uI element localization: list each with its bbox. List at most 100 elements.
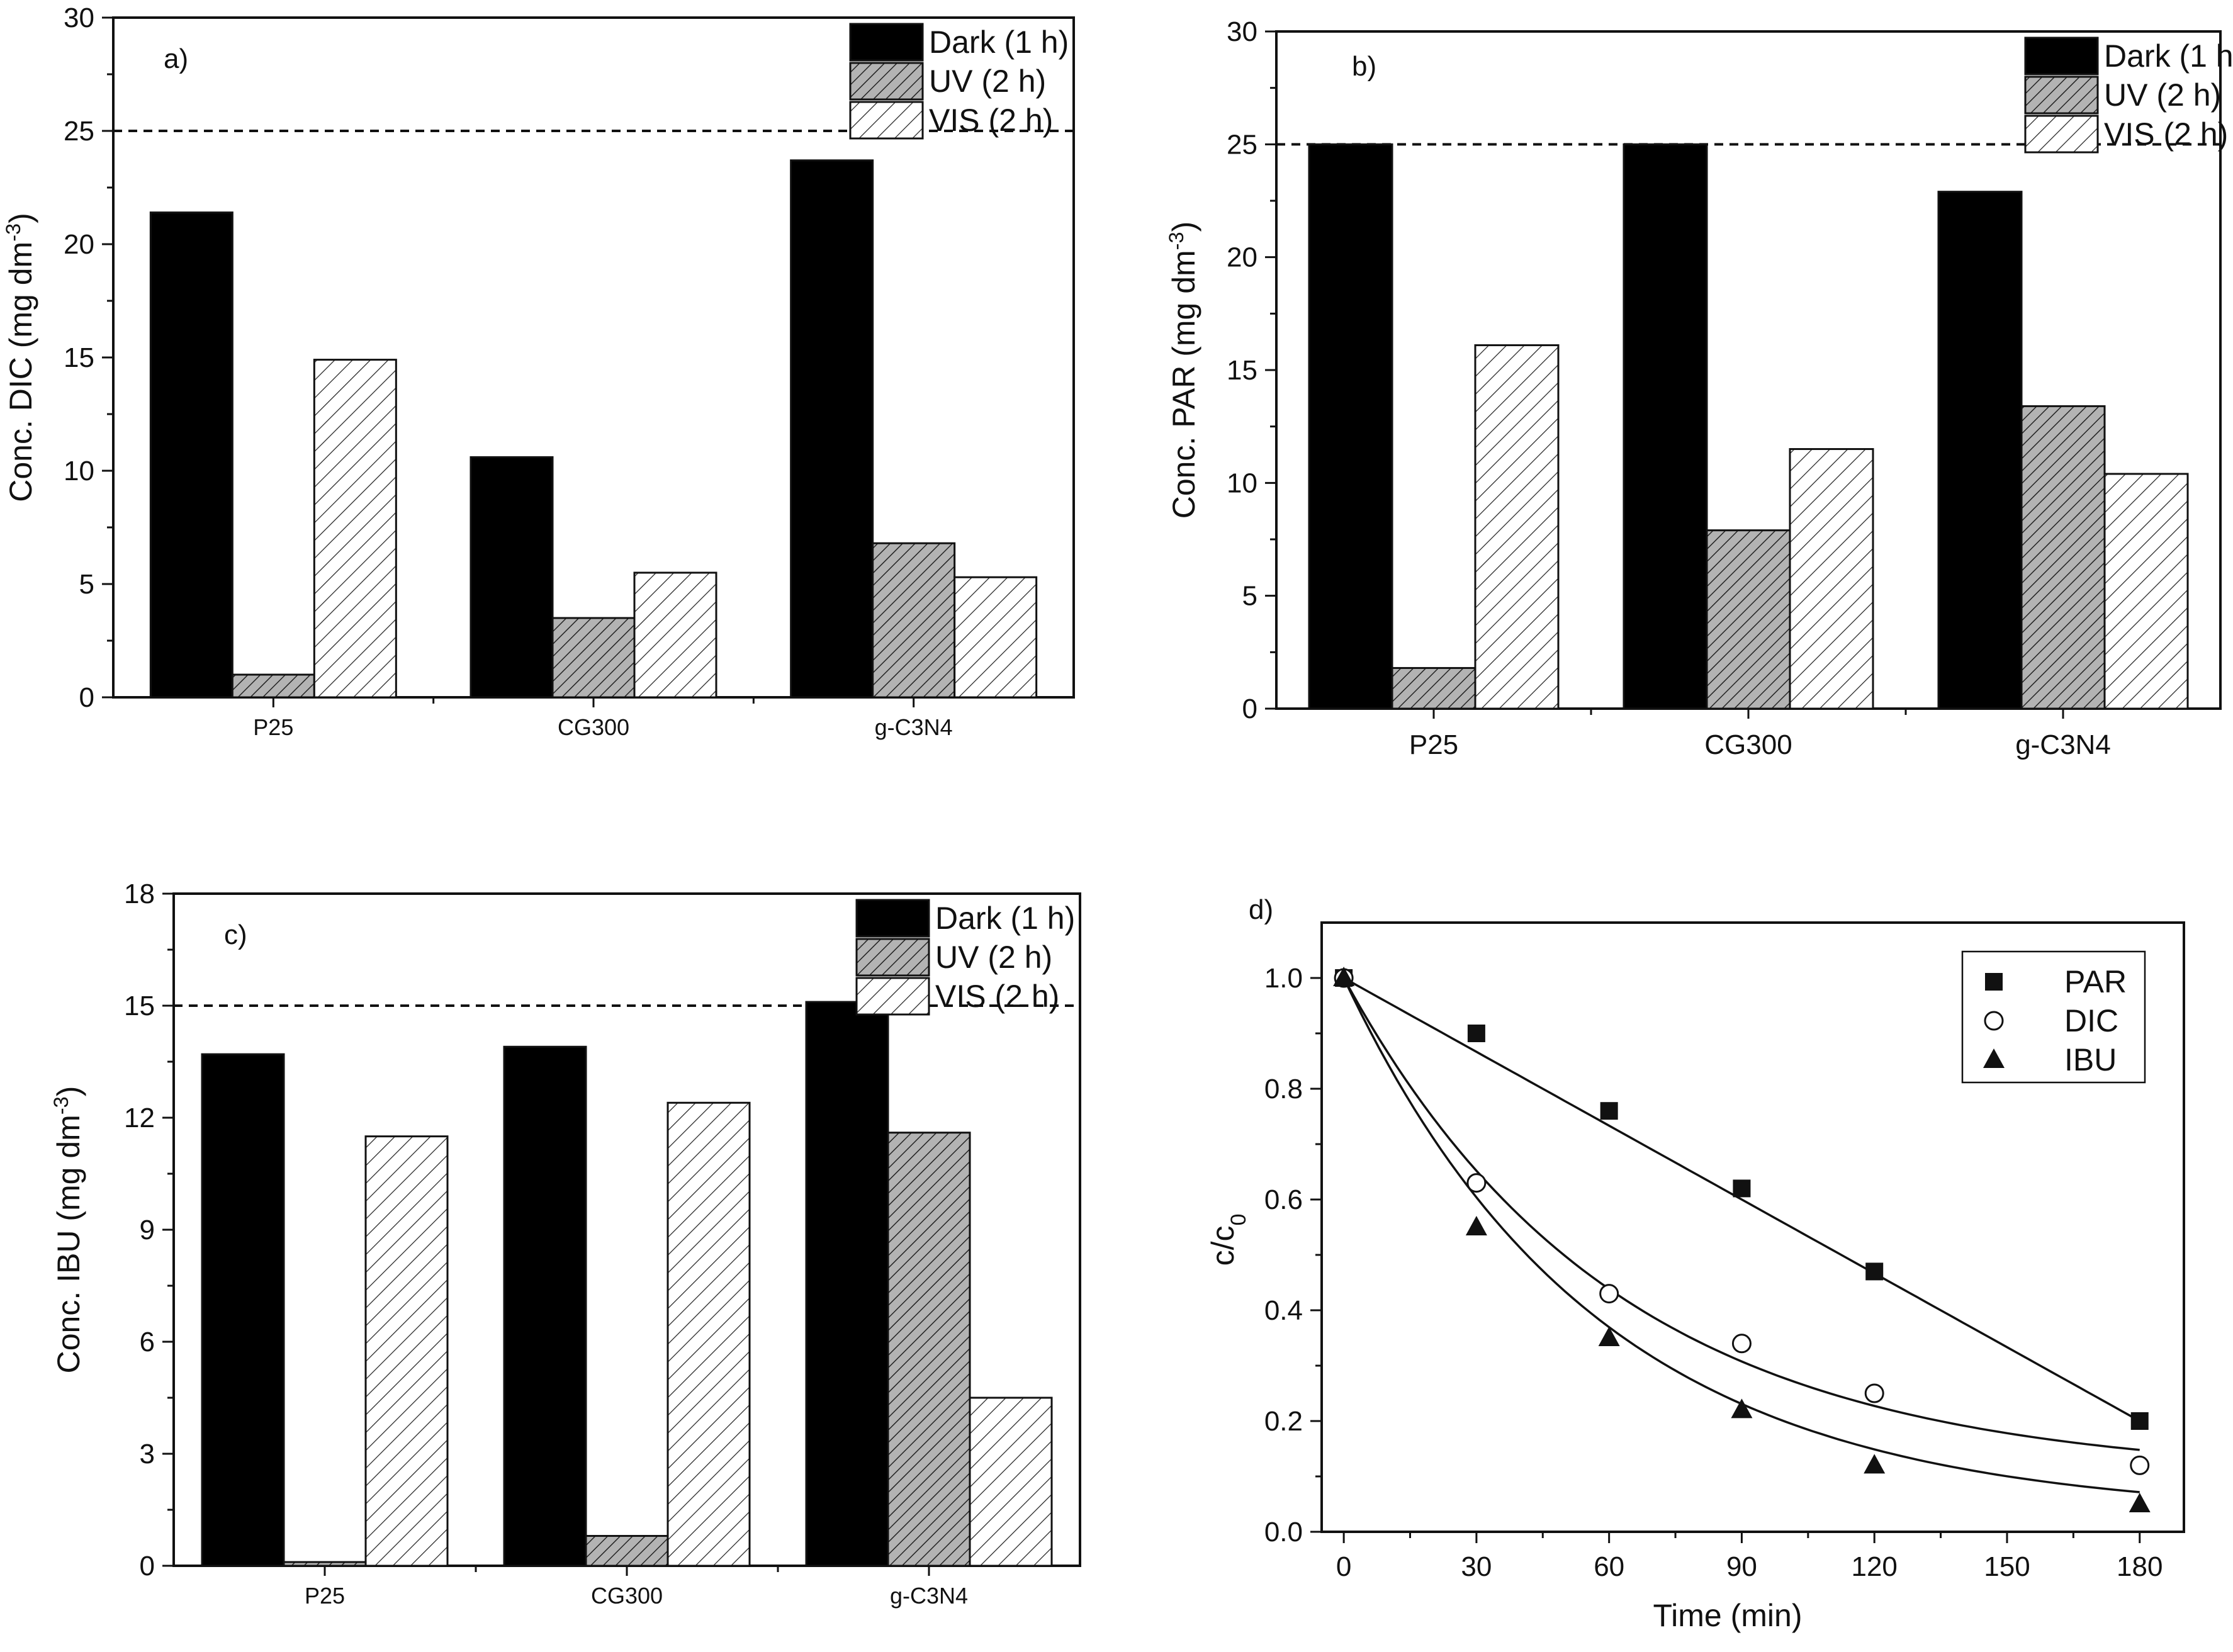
x-axis-label: Time (min): [1653, 1598, 1802, 1633]
y-axis-label: Conc. IBU (mg dm-3): [50, 1086, 86, 1374]
y-tick-label: 10: [1227, 468, 1257, 498]
point-ibu: [2129, 1493, 2151, 1512]
y-tick-label: 20: [64, 229, 94, 260]
bar-panel-a: 0 5 10 15 20 25 30 P25 CG300 g-C3N4 a) Conc. DIC (m…: [2, 3, 1075, 740]
panel-label: b): [1352, 51, 1376, 82]
y-tick-label: 15: [124, 991, 155, 1021]
legend: PAR DIC IBU: [1961, 950, 2146, 1084]
y-tick-label: 9: [140, 1215, 155, 1245]
point-par: [1865, 1262, 1884, 1281]
legend-label: UV (2 h): [935, 940, 1052, 975]
y-tick-label: 0.6: [1264, 1184, 1303, 1215]
bar-uv: [231, 673, 315, 699]
plot-frame: [1320, 921, 2185, 1533]
legend-swatch: [2024, 115, 2099, 154]
point-dic: [1864, 1383, 1884, 1403]
legend: Dark (1 h) UV (2 h) VIS (2 h): [849, 23, 1069, 140]
point-ibu: [1598, 1327, 1620, 1346]
y-tick-label: 0.4: [1264, 1295, 1303, 1326]
x-tick-label: 60: [1594, 1551, 1624, 1582]
legend-swatch: [2024, 37, 2099, 76]
x-tick-label: CG300: [591, 1583, 663, 1609]
y-tick-label: 0: [79, 682, 94, 713]
panel-label: a): [164, 43, 188, 74]
fit-line-par: [1343, 977, 2140, 1422]
y-tick-label: 12: [124, 1103, 155, 1133]
bar-dark: [1308, 143, 1393, 710]
legend-swatch: [849, 62, 924, 101]
legend-marker: [1983, 1048, 2005, 1068]
scatter-panel-d: 0.0 0.2 0.4 0.6 0.8 1.0 0 30 60 90 120 150 180 PAR DIC…: [1205, 894, 2185, 1633]
point-ibu: [1731, 1398, 1753, 1419]
panel-label: c): [224, 919, 247, 950]
x-tick-label: 120: [1851, 1551, 1897, 1582]
legend-label: VIS (2 h): [935, 979, 1059, 1014]
x-tick-label: g-C3N4: [2015, 729, 2111, 760]
y-axis-label: Conc. PAR (mg dm-3): [1165, 222, 1201, 519]
y-tick-label: 0: [140, 1551, 155, 1582]
point-par: [2130, 1412, 2149, 1430]
y-axis-label: c/c0: [1205, 1214, 1251, 1266]
panel-label: d): [1249, 894, 1273, 925]
bar-uv: [1706, 529, 1791, 710]
bar-dark: [1937, 191, 2023, 710]
y-tick-label: 20: [1227, 242, 1257, 273]
bar-vis: [633, 571, 717, 699]
x-tick-label: g-C3N4: [875, 714, 953, 740]
bar-uv: [872, 542, 956, 699]
bar-uv: [551, 617, 636, 699]
x-tick-label: CG300: [1704, 729, 1792, 760]
bar-dark: [201, 1053, 285, 1567]
legend-label: UV (2 h): [2104, 77, 2221, 113]
legend-label: VIS (2 h): [929, 103, 1053, 138]
y-tick-label: 5: [79, 569, 94, 600]
bar-vis: [313, 359, 397, 699]
legend-marker: [1985, 973, 2003, 991]
legend-label: IBU: [2064, 1042, 2117, 1077]
legend-label: Dark (1 h): [935, 901, 1075, 936]
legend: Dark (1 h) UV (2 h) VIS (2 h): [855, 899, 1075, 1016]
x-tick-label: 30: [1461, 1551, 1492, 1582]
bar-uv: [2020, 405, 2106, 710]
legend-label: PAR: [2064, 964, 2127, 999]
y-tick-label: 0.0: [1264, 1517, 1303, 1548]
y-tick-label: 0.2: [1264, 1406, 1303, 1437]
x-tick-label: 180: [2117, 1551, 2163, 1582]
legend-swatch: [849, 23, 924, 62]
y-tick-label: 18: [124, 879, 155, 909]
bar-vis: [1474, 344, 1560, 710]
legend-label: DIC: [2064, 1003, 2118, 1038]
x-tick-label: P25: [305, 1583, 345, 1609]
y-tick-label: 10: [64, 456, 94, 486]
bar-vis: [667, 1101, 751, 1567]
bar-dark: [805, 1001, 889, 1567]
legend-label: UV (2 h): [929, 64, 1046, 99]
bar-uv: [1391, 666, 1476, 710]
legend-label: VIS (2 h): [2104, 116, 2228, 152]
x-tick-label: 0: [1336, 1551, 1351, 1582]
legend-swatch: [2024, 76, 2099, 115]
bar-vis: [953, 576, 1038, 699]
y-tick-label: 15: [64, 342, 94, 373]
y-tick-label: 30: [1227, 16, 1257, 47]
x-tick-label: CG300: [558, 714, 629, 740]
legend-swatch: [855, 977, 930, 1016]
y-tick-label: 5: [1242, 581, 1257, 612]
point-par: [1600, 1102, 1618, 1120]
legend-swatch: [855, 938, 930, 977]
x-tick-label: 150: [1984, 1551, 2030, 1582]
y-tick-label: 0: [1242, 694, 1257, 724]
point-par: [1733, 1179, 1751, 1198]
legend-label: Dark (1 h): [929, 25, 1069, 60]
x-tick-label: 90: [1726, 1551, 1757, 1582]
x-tick-label: P25: [253, 714, 293, 740]
bar-vis: [2103, 473, 2189, 710]
bar-dark: [1623, 143, 1708, 710]
legend-label: Dark (1 h): [2104, 38, 2233, 74]
point-dic: [1731, 1334, 1752, 1354]
x-tick-label: g-C3N4: [890, 1583, 968, 1609]
bar-dark: [149, 211, 233, 699]
point-dic: [1599, 1284, 1619, 1304]
